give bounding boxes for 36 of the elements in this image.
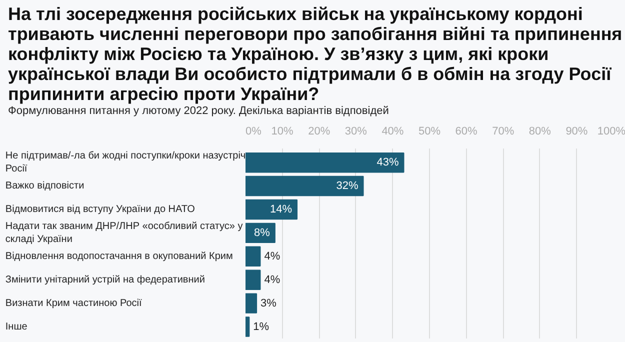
chart-title: На тлі зосередження російських військ на українському кордоні тривають численні переговори про запобігання війні та припинення конфлікту між Росією та Україною. У зв’язку з цим, які кроки української влади Ви особисто підтримали б в обмін на згоду Росії припинити агресію проти України? (8, 4, 623, 104)
data-label: 8% (254, 226, 270, 239)
x-tick-label: 80% (528, 125, 552, 138)
x-tick-label: 20% (308, 125, 330, 138)
bar (246, 269, 261, 290)
chart-subtitle: Формулювання питання у лютому 2022 року. Декілька варіантів відповідей (8, 104, 389, 119)
x-tick-label: 90% (566, 125, 588, 138)
x-tick-label: 50% (418, 125, 441, 138)
data-label: 1% (253, 320, 270, 332)
x-tick-label: 30% (344, 125, 368, 138)
y-tick-label: Не підтримав/-ла би жодні поступки/кроки назустріч Росії (5, 150, 246, 174)
x-tick-label: 0% (246, 125, 262, 138)
x-tick-label: 100% (597, 125, 625, 138)
bar (246, 316, 250, 337)
data-label: 32% (336, 180, 358, 192)
data-label: 4% (264, 274, 280, 286)
y-tick-label: Важко відповісти (5, 180, 84, 192)
y-tick-label: Відновлення водопостачання в окупований Крим (5, 250, 233, 262)
bar (246, 292, 258, 314)
data-label: 43% (376, 156, 399, 168)
y-tick-label: Визнати Крим частиною Росії (5, 298, 142, 309)
x-tick-label: 70% (492, 125, 514, 138)
y-tick-label: Відмовитися від вступу України до НАТО (5, 204, 196, 215)
data-label: 14% (270, 203, 292, 216)
x-tick-label: 10% (271, 125, 294, 138)
y-tick-label: Змінити унітарний устрій на федеративний (5, 274, 205, 286)
bar (246, 199, 298, 220)
bar (246, 176, 364, 196)
bar (246, 246, 261, 266)
y-tick-label: Надати так званим ДНР/ЛНР «особливий статус» у складі України (5, 220, 243, 244)
data-label: 4% (264, 250, 280, 262)
y-tick-label: Інше (5, 320, 28, 332)
x-tick-label: 40% (382, 125, 404, 138)
data-label: 3% (260, 297, 277, 310)
bar (246, 152, 404, 172)
x-tick-label: 60% (455, 125, 478, 138)
